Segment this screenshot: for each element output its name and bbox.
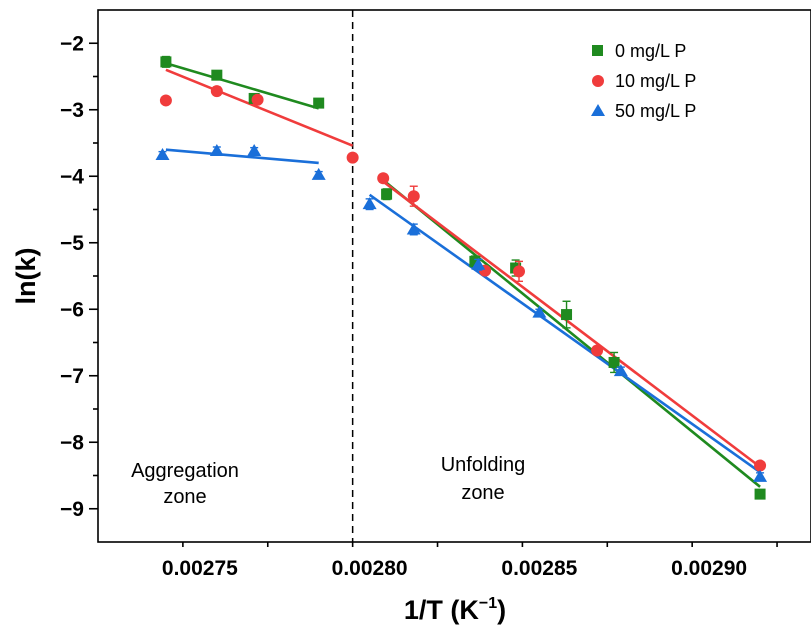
x-tick-label: 0.00290 — [671, 557, 747, 580]
data-point-square — [754, 488, 766, 500]
fit-line-series-0 — [165, 61, 320, 110]
x-axis: 0.00275 0.00280 0.00285 0.00290 — [162, 542, 778, 580]
legend-marker-50mg — [591, 104, 605, 116]
data-point-triangle — [155, 147, 170, 160]
data-point-triangle — [311, 167, 326, 180]
legend-label-50mg: 50 mg/L P — [615, 101, 696, 121]
data-point-circle — [346, 151, 359, 164]
data-points — [155, 55, 768, 500]
zone-label-aggregation-line1: Aggregation — [131, 460, 239, 482]
y-axis-title: ln(k) — [11, 248, 41, 305]
fit-lines — [165, 61, 761, 488]
data-point-circle — [407, 190, 420, 203]
x-axis-title: 1/T (K−1) — [404, 595, 506, 625]
data-point-triangle — [471, 257, 486, 270]
fit-line-series-0 — [385, 181, 761, 488]
fit-line-series-2 — [368, 193, 761, 474]
x-tick-label: 0.00275 — [162, 557, 238, 580]
y-tick-label: −9 — [60, 498, 84, 521]
y-tick-label: −5 — [60, 232, 84, 255]
x-tick-label: 0.00285 — [501, 557, 577, 580]
data-point-triangle — [209, 143, 224, 156]
data-point-circle — [210, 85, 223, 98]
data-point-square — [608, 356, 620, 368]
fit-line-series-2 — [165, 148, 319, 165]
y-tick-label: −3 — [60, 99, 84, 122]
y-axis: −2 −3 −4 −5 −6 −7 −8 −9 — [60, 32, 98, 521]
data-point-circle — [251, 93, 264, 106]
y-tick-label: −4 — [60, 165, 84, 188]
x-tick-label: 0.00280 — [332, 557, 408, 580]
fit-line-series-1 — [382, 180, 761, 468]
data-point-square — [160, 56, 172, 68]
x-axis-title-text: 1/T (K — [404, 595, 480, 625]
data-point-circle — [159, 94, 172, 107]
data-point-square — [561, 309, 573, 321]
data-point-triangle — [247, 143, 262, 156]
legend-marker-0mg — [592, 45, 603, 56]
data-point-circle — [377, 172, 390, 185]
legend-label-10mg: 10 mg/L P — [615, 71, 696, 91]
data-point-triangle — [613, 364, 628, 377]
data-point-triangle — [532, 305, 547, 318]
data-point-square — [381, 188, 393, 200]
data-point-triangle — [362, 197, 377, 210]
data-point-triangle — [753, 469, 768, 482]
data-point-circle — [513, 265, 526, 278]
zone-label-unfolding-line1: Unfolding — [441, 454, 526, 476]
data-point-circle — [591, 344, 604, 357]
legend: 0 mg/L P 10 mg/L P 50 mg/L P — [591, 41, 696, 121]
legend-marker-10mg — [592, 75, 604, 87]
fit-line-series-1 — [165, 68, 354, 147]
y-tick-label: −8 — [60, 431, 84, 454]
data-point-circle — [754, 459, 767, 472]
x-axis-title-sup: −1 — [479, 595, 497, 612]
x-axis-title-close: ) — [497, 595, 506, 625]
data-point-square — [211, 69, 223, 81]
y-tick-label: −2 — [60, 32, 84, 55]
data-point-square — [313, 97, 325, 109]
zone-label-unfolding-line2: zone — [461, 482, 504, 504]
data-point-square — [469, 255, 481, 267]
data-point-triangle — [406, 222, 421, 235]
y-tick-label: −6 — [60, 298, 84, 321]
y-tick-label: −7 — [60, 365, 84, 388]
legend-label-0mg: 0 mg/L P — [615, 41, 686, 61]
zone-label-aggregation-line2: zone — [163, 486, 206, 508]
